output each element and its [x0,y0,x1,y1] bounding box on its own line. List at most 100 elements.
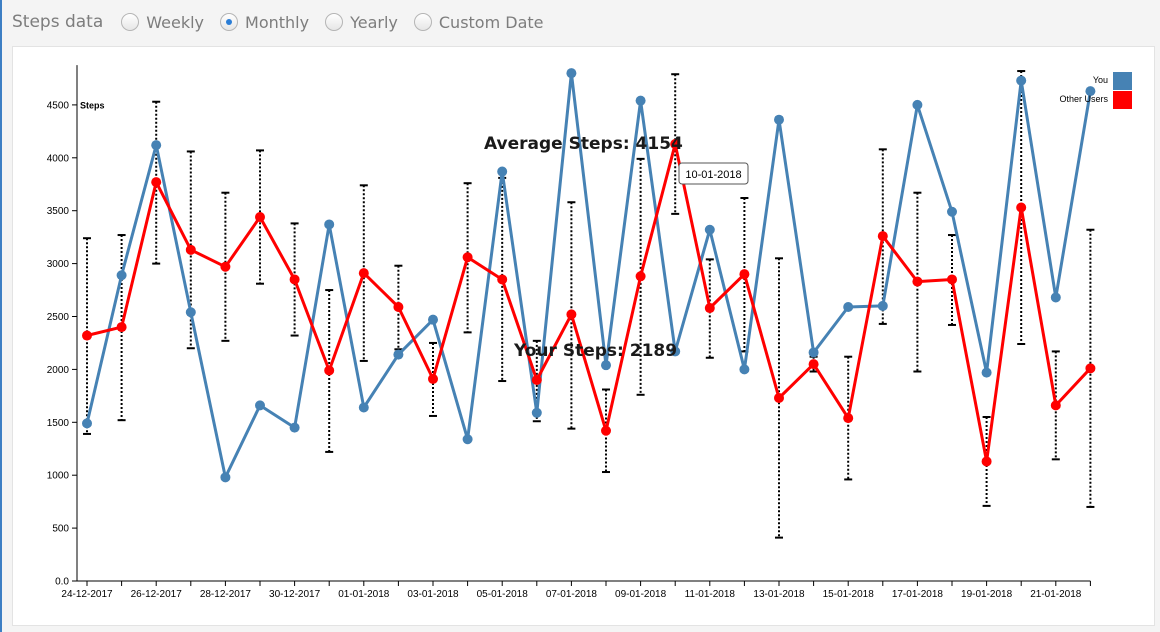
x-tick-label: 11-01-2018 [685,589,736,600]
radio-monthly-icon[interactable] [220,13,239,31]
data-point-you [531,407,542,418]
data-point-other-users [981,456,992,467]
radio-custom-date-icon[interactable] [413,13,432,31]
data-point-you [185,307,196,318]
x-tick-label: 15-01-2018 [823,589,875,600]
y-tick-label: 3000 [47,259,70,270]
y-tick-label: 2000 [47,365,70,376]
page-title: Steps data [12,12,104,32]
data-point-you [808,347,819,358]
data-point-other-users [220,261,231,272]
data-point-you [843,301,854,312]
data-point-other-users [1016,202,1027,213]
average-steps-label: Average Steps: 4154 [484,134,683,154]
option-monthly-label: Monthly [245,12,310,32]
data-point-other-users [947,274,957,285]
x-tick-label: 26-12-2017 [131,589,183,600]
option-custom-date[interactable]: Custom Date [413,13,544,32]
data-point-other-users [877,231,888,242]
data-point-other-users [808,359,819,370]
data-point-you [393,349,404,360]
data-point-other-users [324,365,335,376]
x-tick-label: 09-01-2018 [615,589,667,600]
y-tick-label: 1000 [47,471,70,482]
data-point-other-users [428,373,438,384]
data-point-you [324,219,335,230]
radio-yearly-icon[interactable] [325,13,344,31]
data-point-you [497,166,508,177]
legend-label: You [1093,75,1108,85]
data-point-you [1050,292,1061,303]
header-bar: Steps data Weekly Monthly Yearly Custom … [0,0,1160,44]
option-weekly[interactable]: Weekly [121,13,204,32]
data-point-other-users [151,177,162,188]
data-point-you [739,364,750,375]
option-yearly-label: Yearly [350,12,398,32]
x-tick-label: 07-01-2018 [546,589,598,600]
data-point-you [1085,86,1096,97]
data-point-you [220,472,231,483]
legend-label: Other Users [1059,94,1108,104]
data-point-you [116,270,127,281]
tooltip-text: 10-01-2018 [685,169,741,181]
x-tick-label: 05-01-2018 [477,589,529,600]
data-point-other-users [912,276,923,287]
data-point-other-users [185,244,196,255]
y-tick-label: 500 [52,524,69,535]
y-axis-label: Steps [80,100,105,110]
data-point-other-users [393,301,404,312]
y-tick-label: 4000 [47,153,70,164]
data-point-other-users [462,252,473,263]
data-point-you [635,95,646,106]
legend-swatch [1113,91,1132,109]
data-point-other-users [704,303,715,314]
data-point-you [1016,75,1027,86]
y-tick-label: 2500 [47,312,70,323]
legend-swatch [1113,72,1132,90]
data-point-other-users [255,212,265,223]
data-point-other-users [82,330,92,341]
data-point-other-users [843,413,854,424]
y-tick-label: 1500 [47,418,70,429]
data-point-you [358,402,369,413]
data-point-other-users [1085,363,1096,374]
y-tick-label: 3500 [47,206,70,217]
radio-weekly-icon[interactable] [121,13,140,31]
option-yearly[interactable]: Yearly [325,13,398,32]
chart-panel [12,46,1155,626]
data-point-other-users [289,274,300,285]
x-tick-label: 19-01-2018 [961,589,1013,600]
data-point-other-users [601,425,611,436]
data-point-you [981,367,992,378]
x-tick-label: 01-01-2018 [338,589,390,600]
tooltip-box [678,162,749,185]
series-line-you [85,71,1092,479]
x-tick-label: 24-12-2017 [61,589,113,600]
data-point-other-users [670,139,681,150]
data-point-other-users [497,274,508,285]
window-left-edge [0,0,2,632]
data-point-you [462,434,473,445]
series-line-other-users [86,142,1092,463]
option-weekly-label: Weekly [146,12,205,32]
x-tick-label: 28-12-2017 [200,589,252,600]
x-tick-label: 30-12-2017 [269,589,321,600]
data-point-you [428,314,438,325]
y-tick-label: 4500 [47,100,70,111]
data-point-you [877,300,888,311]
data-point-you [912,99,923,110]
data-point-other-users [774,392,784,403]
data-point-you [670,346,681,357]
data-point-you [947,206,957,217]
data-point-you [566,68,577,79]
data-point-other-users [1050,400,1061,411]
data-point-you [151,140,162,151]
data-point-you [774,114,784,125]
x-tick-label: 03-01-2018 [407,589,459,600]
data-point-you [704,224,715,235]
your-steps-label: Your Steps: 2189 [513,341,677,361]
option-monthly[interactable]: Monthly [220,13,309,32]
data-point-other-users [116,322,127,333]
data-point-you [82,418,92,429]
